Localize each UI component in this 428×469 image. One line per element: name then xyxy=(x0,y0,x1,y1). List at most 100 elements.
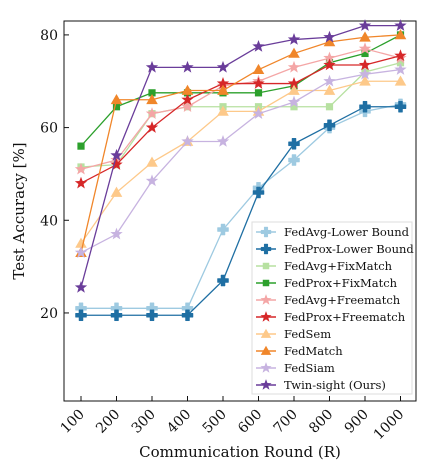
data-point xyxy=(323,74,336,87)
data-point xyxy=(110,148,123,161)
legend-marker xyxy=(260,345,272,355)
series-layer xyxy=(74,19,407,322)
data-point xyxy=(288,84,300,95)
data-point xyxy=(181,134,194,147)
series-10 xyxy=(74,19,407,293)
data-point xyxy=(359,100,371,113)
series-9 xyxy=(74,63,407,258)
series-line xyxy=(80,55,401,184)
data-point xyxy=(396,59,405,67)
y-axis-ticks: 20 40 60 80 xyxy=(40,28,69,322)
data-point xyxy=(394,49,407,62)
data-point xyxy=(145,121,159,133)
data-point xyxy=(358,67,372,80)
data-point xyxy=(145,60,159,73)
data-point xyxy=(110,93,123,105)
data-point xyxy=(217,274,229,287)
x-tick-label: 600 xyxy=(235,407,265,437)
data-point xyxy=(77,142,85,150)
y-axis-label: Test Accuracy [%] xyxy=(10,142,28,279)
data-point xyxy=(394,100,407,113)
legend-label: FedProx+FixMatch xyxy=(284,276,398,290)
data-point xyxy=(252,107,265,119)
data-point xyxy=(181,309,194,322)
data-point xyxy=(323,30,336,43)
x-tick-label: 100 xyxy=(58,407,88,437)
data-point xyxy=(288,47,300,58)
data-point xyxy=(74,162,88,175)
series-line xyxy=(80,24,401,288)
legend-item: Twin-sight (Ours) xyxy=(256,378,386,392)
data-point xyxy=(358,19,372,31)
legend-item: FedMatch xyxy=(256,344,343,358)
legend-marker xyxy=(260,311,272,322)
series-line xyxy=(80,69,401,254)
data-point xyxy=(252,63,265,75)
legend-marker xyxy=(260,294,272,305)
legend-label: FedProx+Freematch xyxy=(284,310,406,324)
legend-item: FedAvg+FixMatch xyxy=(256,259,393,273)
data-point xyxy=(146,309,158,322)
legend-frame xyxy=(251,221,413,395)
legend-marker xyxy=(260,362,272,373)
data-point xyxy=(112,103,121,111)
data-point xyxy=(394,75,407,86)
series-line xyxy=(80,62,401,168)
series-8 xyxy=(75,29,407,258)
legend-marker xyxy=(260,226,272,238)
data-point xyxy=(110,309,123,322)
data-point xyxy=(217,105,229,116)
x-tick-label: 800 xyxy=(306,407,336,437)
plot-area-frame xyxy=(63,20,417,402)
data-point xyxy=(110,227,123,240)
data-point xyxy=(181,84,194,95)
data-point xyxy=(358,58,372,71)
data-point xyxy=(287,33,301,45)
data-point xyxy=(252,77,265,89)
data-point xyxy=(146,156,158,167)
x-tick-label: 500 xyxy=(200,407,230,437)
legend-item: FedSem xyxy=(256,327,331,341)
legend-marker xyxy=(260,243,272,255)
legend-marker xyxy=(262,279,270,287)
data-point xyxy=(252,39,265,52)
data-point xyxy=(217,84,229,95)
legend-label: FedAvg+Freematch xyxy=(284,293,401,307)
legend-label: Twin-sight (Ours) xyxy=(284,378,386,392)
data-point xyxy=(287,60,301,73)
data-point xyxy=(181,60,194,73)
data-point xyxy=(110,186,123,197)
data-point xyxy=(323,36,336,47)
data-point xyxy=(288,154,300,166)
data-point xyxy=(287,95,301,108)
data-point xyxy=(216,60,230,73)
data-point xyxy=(181,93,194,106)
data-point xyxy=(325,103,334,111)
data-point xyxy=(394,29,407,40)
legend-marker xyxy=(262,262,270,270)
data-point xyxy=(361,49,369,58)
data-point xyxy=(359,75,371,86)
data-point xyxy=(146,93,158,105)
legend: FedAvg-Lower Bound FedProx-Lower Bound Fed… xyxy=(251,221,414,395)
data-point xyxy=(216,77,230,89)
data-point xyxy=(145,174,159,187)
data-point xyxy=(110,158,123,170)
x-tick-label: 900 xyxy=(342,407,372,437)
x-tick-label: 300 xyxy=(129,407,159,437)
series-line xyxy=(80,80,401,244)
series-line xyxy=(81,106,401,316)
legend-item: FedAvg-Lower Bound xyxy=(256,225,410,239)
data-point xyxy=(74,246,88,258)
data-point xyxy=(288,138,300,150)
data-point xyxy=(287,77,301,89)
y-tick-label: 60 xyxy=(40,121,58,137)
data-point xyxy=(75,237,87,248)
data-point xyxy=(359,31,371,42)
x-tick-label: 700 xyxy=(271,407,301,437)
data-point xyxy=(290,103,298,111)
data-point xyxy=(74,280,88,293)
data-point xyxy=(323,58,336,71)
data-point xyxy=(394,63,407,75)
